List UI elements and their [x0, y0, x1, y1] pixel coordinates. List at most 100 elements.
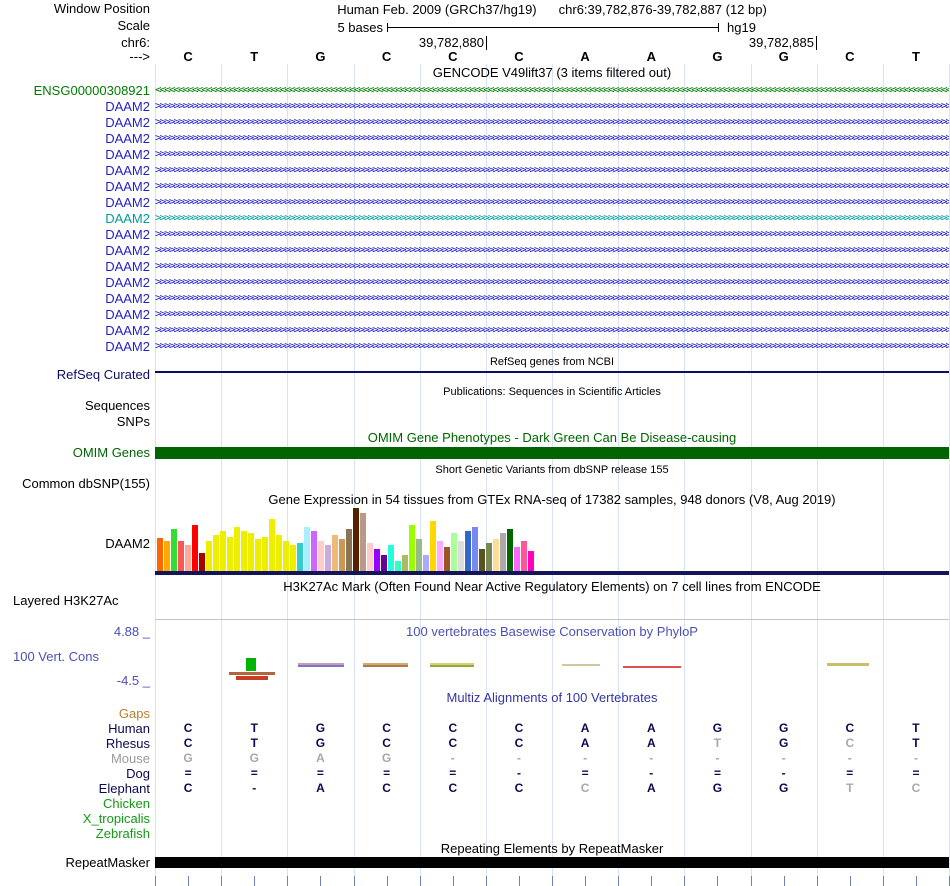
gtex-tissue-bar[interactable] [318, 541, 324, 571]
species-label[interactable]: Mouse [110, 751, 150, 766]
transcript-label[interactable]: ENSG00000308921 [33, 83, 150, 98]
phylop-track-label[interactable]: 100 Vert. Cons [13, 649, 99, 664]
transcript-row[interactable]: DAAM2 >>>>>>>>>>>>>>>>>>>>>>>>>>>>>>>>>>>… [0, 178, 950, 194]
gtex-tissue-bar[interactable] [185, 545, 191, 571]
transcript-row[interactable]: DAAM2 >>>>>>>>>>>>>>>>>>>>>>>>>>>>>>>>>>>… [0, 98, 950, 114]
transcript-row[interactable]: DAAM2 >>>>>>>>>>>>>>>>>>>>>>>>>>>>>>>>>>>… [0, 194, 950, 210]
transcript-label[interactable]: DAAM2 [105, 195, 150, 210]
transcript-label[interactable]: DAAM2 [105, 131, 150, 146]
transcript-label[interactable]: DAAM2 [105, 259, 150, 274]
transcript-row[interactable]: DAAM2 >>>>>>>>>>>>>>>>>>>>>>>>>>>>>>>>>>>… [0, 290, 950, 306]
gtex-tissue-bar[interactable] [416, 539, 422, 571]
publications-track-title[interactable]: Publications: Sequences in Scientific Ar… [443, 386, 661, 398]
transcript-label[interactable]: DAAM2 [105, 99, 150, 114]
transcript-label[interactable]: DAAM2 [105, 323, 150, 338]
gtex-tissue-bar[interactable] [199, 553, 205, 571]
alignment-row-human[interactable]: Human C T G C C C A A G G C T [0, 721, 950, 736]
gtex-tissue-bar[interactable] [493, 539, 499, 571]
transcript-row[interactable]: DAAM2 >>>>>>>>>>>>>>>>>>>>>>>>>>>>>>>>>>>… [0, 306, 950, 322]
species-label[interactable]: Dog [126, 766, 150, 781]
gtex-tissue-bar[interactable] [290, 545, 296, 571]
gtex-tissue-bar[interactable] [458, 541, 464, 571]
gtex-tissue-bar[interactable] [325, 545, 331, 571]
transcript-label[interactable]: DAAM2 [105, 339, 150, 354]
omim-track-title[interactable]: OMIM Gene Phenotypes - Dark Green Can Be… [367, 430, 737, 445]
gtex-tissue-bar[interactable] [486, 543, 492, 571]
alignment-row-zebrafish[interactable]: Zebrafish [0, 826, 950, 841]
alignment-row-elephant[interactable]: Elephant C - A C C C C A G G T C [0, 781, 950, 796]
gtex-tissue-bar[interactable] [367, 543, 373, 571]
gtex-tissue-bar[interactable] [227, 537, 233, 571]
gtex-tissue-bar[interactable] [164, 541, 170, 571]
omim-genes-label[interactable]: OMIM Genes [72, 445, 150, 460]
gtex-tissue-bar[interactable] [213, 535, 219, 571]
gtex-tissue-bar[interactable] [409, 525, 415, 571]
transcript-label[interactable]: DAAM2 [105, 163, 150, 178]
gtex-tissue-bar[interactable] [500, 533, 506, 571]
gtex-tissue-bar[interactable] [234, 527, 240, 571]
transcript-row[interactable]: DAAM2 >>>>>>>>>>>>>>>>>>>>>>>>>>>>>>>>>>>… [0, 162, 950, 178]
gtex-tissue-bar[interactable] [255, 539, 261, 571]
gtex-tissue-bar[interactable] [157, 538, 163, 571]
gtex-tissue-bar[interactable] [304, 527, 310, 571]
gtex-tissue-bar[interactable] [332, 535, 338, 571]
gtex-tissue-bar[interactable] [262, 537, 268, 571]
transcript-row[interactable]: DAAM2 >>>>>>>>>>>>>>>>>>>>>>>>>>>>>>>>>>>… [0, 146, 950, 162]
gtex-tissue-bar[interactable] [374, 549, 380, 571]
transcript-label[interactable]: DAAM2 [105, 115, 150, 130]
dbsnp-track-title[interactable]: Short Genetic Variants from dbSNP releas… [435, 464, 669, 476]
transcript-label[interactable]: DAAM2 [105, 243, 150, 258]
gtex-tissue-bar[interactable] [206, 541, 212, 571]
gtex-tissue-bar[interactable] [444, 547, 450, 571]
species-label[interactable]: X_tropicalis [82, 811, 150, 826]
gtex-tissue-bar[interactable] [437, 541, 443, 571]
transcript-label[interactable]: DAAM2 [105, 179, 150, 194]
repeatmasker-element-bar[interactable] [155, 857, 949, 868]
gtex-tissue-bar[interactable] [353, 508, 359, 571]
species-label[interactable]: Gaps [118, 706, 150, 721]
transcript-row[interactable]: DAAM2 >>>>>>>>>>>>>>>>>>>>>>>>>>>>>>>>>>>… [0, 242, 950, 258]
publications-snps-label[interactable]: SNPs [116, 414, 150, 429]
refseq-curated-label[interactable]: RefSeq Curated [56, 367, 150, 382]
refseq-gene-line[interactable] [155, 371, 949, 373]
gtex-tissue-bar[interactable] [171, 529, 177, 571]
h3k27ac-label[interactable]: Layered H3K27Ac [13, 593, 119, 608]
transcript-row[interactable]: DAAM2 >>>>>>>>>>>>>>>>>>>>>>>>>>>>>>>>>>>… [0, 130, 950, 146]
gtex-tissue-bar[interactable] [472, 527, 478, 571]
transcript-label[interactable]: DAAM2 [105, 227, 150, 242]
species-label[interactable]: Elephant [98, 781, 150, 796]
gtex-tissue-bar[interactable] [311, 531, 317, 571]
gtex-tissue-bar[interactable] [220, 531, 226, 571]
transcript-row[interactable]: DAAM2 >>>>>>>>>>>>>>>>>>>>>>>>>>>>>>>>>>>… [0, 226, 950, 242]
transcript-row[interactable]: DAAM2 >>>>>>>>>>>>>>>>>>>>>>>>>>>>>>>>>>>… [0, 258, 950, 274]
alignment-row-chicken[interactable]: Chicken [0, 796, 950, 811]
gencode-track-title[interactable]: GENCODE V49lift37 (3 items filtered out) [432, 65, 672, 80]
gtex-tissue-bar[interactable] [178, 541, 184, 571]
gtex-tissue-bar[interactable] [465, 531, 471, 571]
transcript-label[interactable]: DAAM2 [105, 291, 150, 306]
gtex-tissue-bar[interactable] [241, 531, 247, 571]
transcript-label[interactable]: DAAM2 [105, 307, 150, 322]
gtex-tissue-bar[interactable] [283, 541, 289, 571]
dbsnp-label[interactable]: Common dbSNP(155) [22, 476, 150, 491]
gtex-tissue-bar[interactable] [423, 555, 429, 571]
gtex-tissue-bar[interactable] [339, 539, 345, 571]
alignment-row-gaps[interactable]: Gaps [0, 706, 950, 721]
alignment-row-rhesus[interactable]: Rhesus C T G C C C A A T G C T [0, 736, 950, 751]
gtex-tissue-bar[interactable] [192, 525, 198, 571]
omim-gene-bar[interactable] [155, 447, 949, 459]
transcript-label[interactable]: DAAM2 [105, 275, 150, 290]
h3k27ac-track-title[interactable]: H3K27Ac Mark (Often Found Near Active Re… [283, 579, 821, 594]
gtex-tissue-bar[interactable] [451, 533, 457, 571]
gtex-tissue-bar[interactable] [395, 561, 401, 571]
phylop-track-title[interactable]: 100 vertebrates Basewise Conservation by… [406, 624, 698, 639]
transcript-row[interactable]: DAAM2 >>>>>>>>>>>>>>>>>>>>>>>>>>>>>>>>>>>… [0, 114, 950, 130]
transcript-row[interactable]: DAAM2 >>>>>>>>>>>>>>>>>>>>>>>>>>>>>>>>>>>… [0, 210, 950, 226]
transcript-row[interactable]: DAAM2 >>>>>>>>>>>>>>>>>>>>>>>>>>>>>>>>>>>… [0, 338, 950, 354]
species-label[interactable]: Chicken [103, 796, 150, 811]
gtex-tissue-bar[interactable] [388, 545, 394, 571]
gtex-tissue-bar[interactable] [514, 547, 520, 571]
refseq-track-title[interactable]: RefSeq genes from NCBI [489, 356, 615, 368]
transcript-label[interactable]: DAAM2 [105, 147, 150, 162]
